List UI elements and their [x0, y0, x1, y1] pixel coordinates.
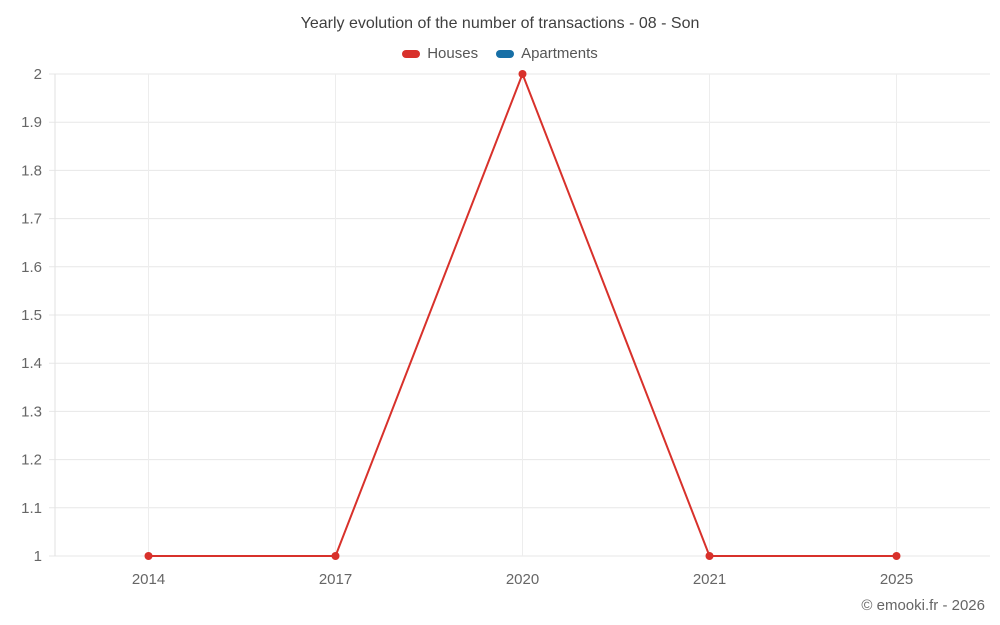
x-tick-label: 2017 — [319, 571, 352, 588]
y-tick-label: 1.2 — [21, 452, 42, 469]
y-tick-label: 1.8 — [21, 162, 42, 179]
x-tick-label: 2020 — [506, 571, 539, 588]
x-tick-label: 2021 — [693, 571, 726, 588]
x-tick-label: 2025 — [880, 571, 913, 588]
x-tick-label: 2014 — [132, 571, 165, 588]
chart-title: Yearly evolution of the number of transa… — [300, 15, 700, 32]
legend-swatch-apartments — [496, 49, 515, 58]
y-tick-label: 1.1 — [21, 500, 42, 517]
legend-item-apartments[interactable]: Apartments — [496, 45, 598, 62]
data-point-houses[interactable] — [144, 552, 153, 560]
data-point-houses[interactable] — [331, 552, 340, 560]
legend-label: Houses — [427, 45, 479, 62]
data-point-houses[interactable] — [705, 552, 714, 560]
y-tick-label: 2 — [34, 66, 42, 83]
y-tick-label: 1.3 — [21, 403, 42, 420]
data-point-houses[interactable] — [892, 552, 901, 560]
data-point-houses[interactable] — [518, 70, 527, 78]
legend-label: Apartments — [521, 45, 598, 62]
legend: Houses Apartments — [0, 45, 1000, 62]
y-tick-label: 1.5 — [21, 307, 42, 324]
legend-item-houses[interactable]: Houses — [402, 45, 478, 62]
y-tick-label: 1.9 — [21, 114, 42, 131]
y-tick-label: 1.4 — [21, 355, 42, 372]
legend-swatch-houses — [402, 49, 421, 58]
y-tick-label: 1 — [34, 548, 42, 565]
y-tick-label: 1.6 — [21, 259, 42, 276]
credit-text: © emooki.fr - 2026 — [861, 597, 985, 614]
y-tick-label: 1.7 — [21, 211, 42, 228]
